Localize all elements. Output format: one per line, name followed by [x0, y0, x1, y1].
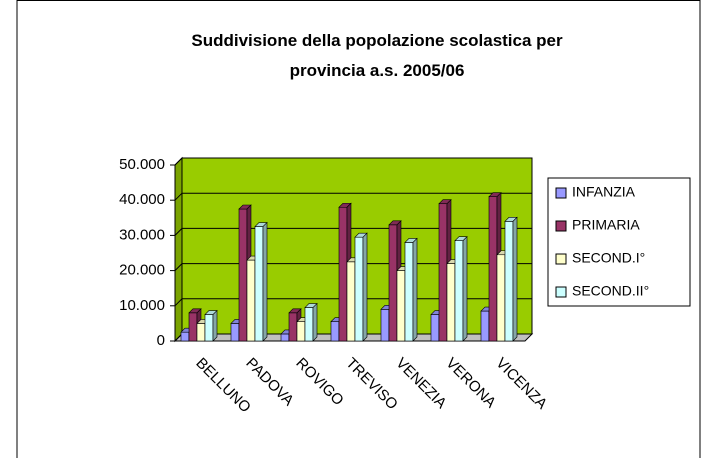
bar: [180, 331, 190, 342]
grid-line: [174, 157, 532, 166]
y-tick-label: 20.000: [119, 262, 165, 279]
grid-line: [174, 192, 532, 201]
bar: [296, 321, 306, 342]
bar: [430, 314, 440, 342]
legend-swatch: [555, 253, 567, 265]
bar: [396, 270, 406, 342]
bar: [330, 321, 340, 342]
legend-swatch: [555, 220, 567, 232]
y-tick-label: 10.000: [119, 297, 165, 314]
bar: [454, 240, 464, 342]
side-wall: [174, 156, 183, 343]
bar: [438, 203, 448, 342]
bar: [404, 242, 414, 342]
bar: [246, 259, 256, 342]
bar: [188, 312, 198, 342]
legend-label: PRIMARIA: [572, 217, 640, 233]
bar: [488, 196, 498, 342]
legend-swatch: [555, 187, 567, 199]
bar-side: [312, 302, 318, 342]
bar: [346, 261, 356, 342]
legend-swatch: [555, 286, 567, 298]
bar: [280, 333, 290, 342]
bar: [238, 208, 248, 342]
bar: [480, 310, 490, 342]
bar-side: [412, 237, 418, 342]
chart-title: Suddivisione della popolazione scolastic…: [191, 31, 563, 80]
bar-side: [362, 232, 368, 342]
bar-side: [262, 221, 268, 342]
bar: [496, 254, 506, 342]
bar: [504, 221, 514, 342]
bar: [304, 307, 314, 342]
legend-label: SECOND.II°: [572, 283, 649, 299]
bar: [254, 226, 264, 342]
bar: [288, 312, 298, 342]
bar: [446, 263, 456, 342]
bar: [380, 309, 390, 342]
bar: [354, 236, 364, 342]
y-tick-label: 40.000: [119, 191, 165, 208]
grid-line: [174, 227, 532, 236]
legend-box: [547, 177, 691, 307]
legend-label: SECOND.I°: [572, 250, 645, 266]
bar-side: [212, 309, 218, 342]
y-tick-label: 30.000: [119, 226, 165, 243]
y-tick-label: 50.000: [119, 156, 165, 173]
legend-label: INFANZIA: [572, 184, 636, 200]
bar: [196, 323, 206, 342]
bar-side: [512, 216, 518, 342]
bar: [230, 323, 240, 342]
y-tick-label: 0: [157, 332, 165, 349]
bar-side: [462, 235, 468, 342]
bar: [338, 206, 348, 342]
bar: [388, 224, 398, 342]
bar: [204, 314, 214, 342]
